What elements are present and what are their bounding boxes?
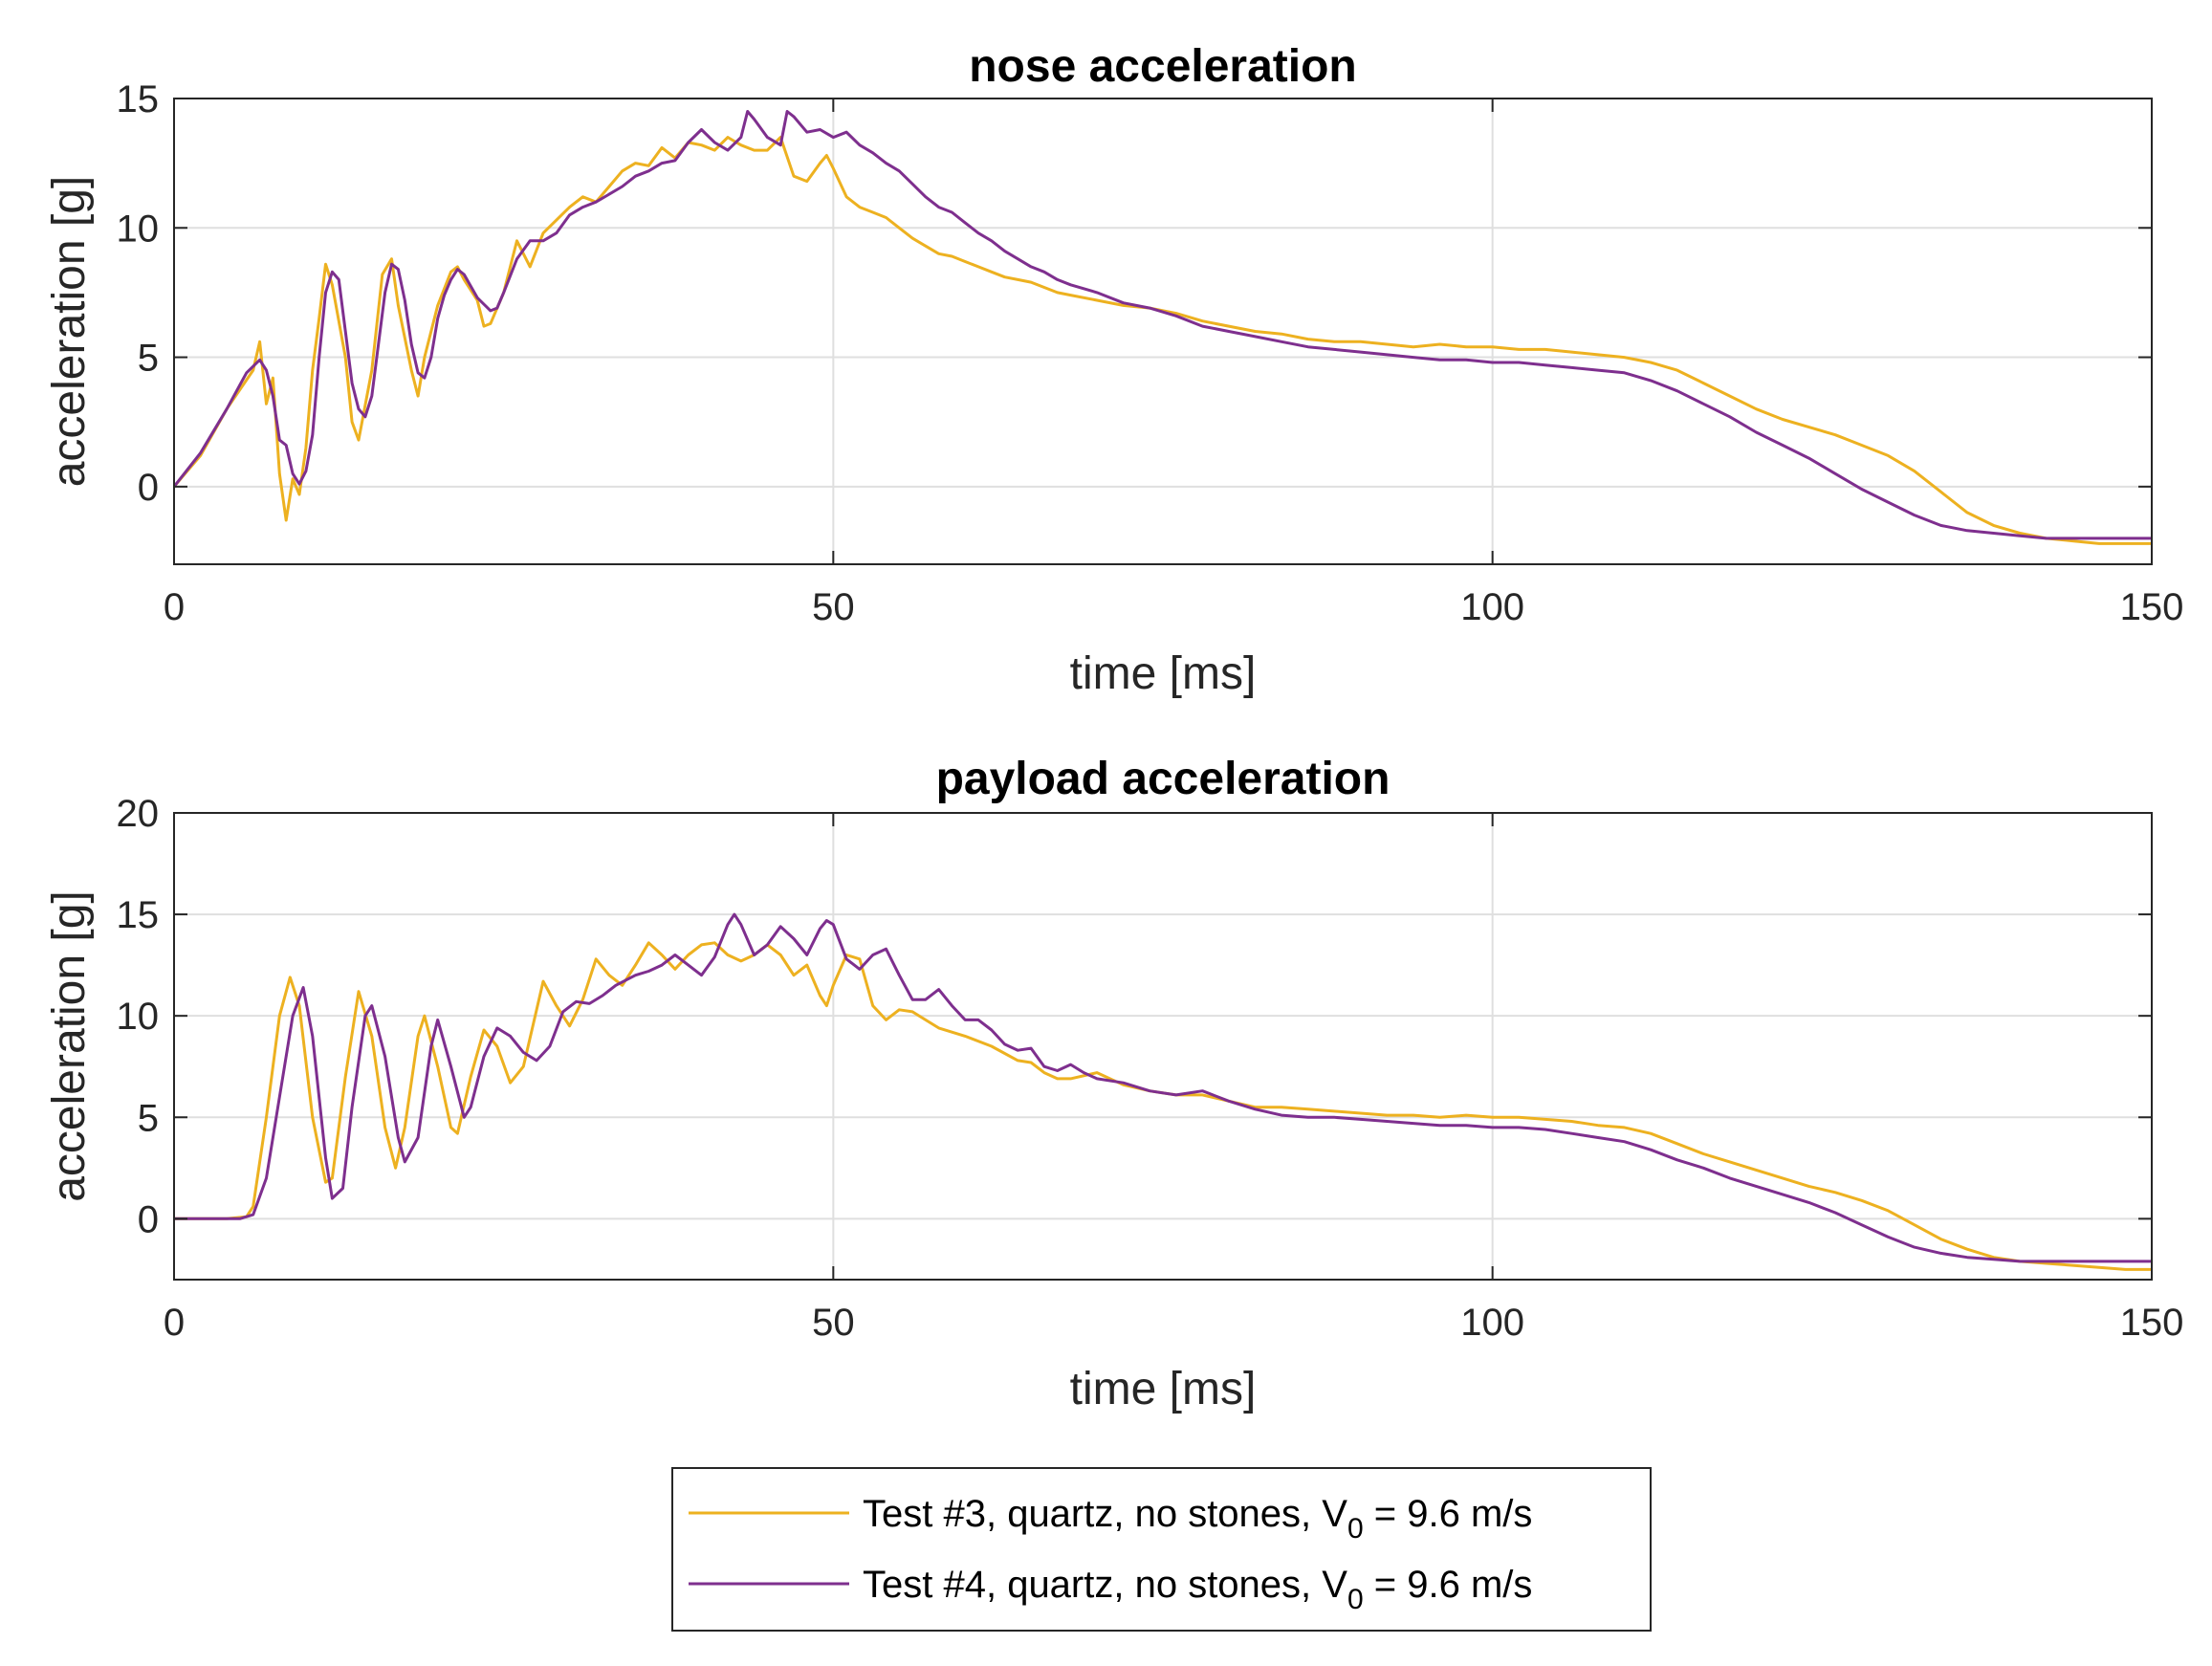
nose-acceleration-title: nose acceleration (969, 41, 1357, 92)
payload-acceleration-y-tick-label: 10 (117, 996, 160, 1038)
nose-acceleration-x-tick-label: 0 (164, 586, 185, 628)
legend-label-test-4-tail: = 9.6 m/s (1364, 1564, 1533, 1606)
legend-box (671, 1467, 1652, 1632)
nose-acceleration-x-tick-label: 50 (812, 586, 855, 628)
legend-label-test-4-subscript: 0 (1347, 1584, 1364, 1615)
nose-acceleration-x-tick-label: 150 (2120, 586, 2184, 628)
payload-acceleration-x-tick-label: 150 (2120, 1302, 2184, 1344)
payload-acceleration-y-tick-label: 15 (117, 894, 160, 936)
nose-acceleration-series-line-1 (172, 136, 2152, 545)
payload-acceleration-y-tick-label: 5 (138, 1097, 159, 1139)
payload-acceleration-y-tick-label: 0 (138, 1198, 159, 1240)
payload-acceleration-series-line-1 (174, 941, 2152, 1271)
nose-acceleration-panel: 0 50 100 150 0 5 10 15 time [ms] acceleration [g]… (44, 41, 2183, 699)
payload-acceleration-plot-area (174, 813, 2152, 1280)
payload-acceleration-panel: 0 50 100 150 0 5 10 15 20 time [ms] acceleration [… (44, 754, 2183, 1414)
nose-acceleration-y-axis-label: acceleration [g] (44, 176, 95, 488)
legend-label-test-3-subscript: 0 (1347, 1513, 1364, 1545)
nose-acceleration-y-tick-label: 5 (138, 338, 159, 380)
payload-acceleration-axes-box (173, 812, 2153, 1281)
nose-acceleration-axes-box (173, 98, 2153, 565)
payload-acceleration-x-tick-label: 50 (812, 1302, 855, 1344)
legend-label-test-3-tail: = 9.6 m/s (1364, 1493, 1533, 1535)
payload-acceleration-x-tick-label: 100 (1460, 1302, 1524, 1344)
nose-acceleration-series-line-2 (172, 110, 2152, 540)
nose-acceleration-plot-area (174, 99, 2152, 564)
payload-acceleration-x-tick-label: 0 (164, 1302, 185, 1344)
legend-label-test-4-main: Test #4, quartz, no stones, V (863, 1564, 1347, 1606)
payload-acceleration-y-tick-label: 20 (117, 793, 160, 835)
payload-acceleration-x-axis-label: time [ms] (1070, 1364, 1257, 1414)
nose-acceleration-y-tick-label: 0 (138, 467, 159, 509)
nose-acceleration-x-axis-label: time [ms] (1070, 648, 1257, 699)
payload-acceleration-title: payload acceleration (936, 754, 1391, 804)
payload-acceleration-y-axis-label: acceleration [g] (44, 890, 95, 1202)
nose-acceleration-y-tick-label: 15 (117, 78, 160, 121)
legend-label-test-3-main: Test #3, quartz, no stones, V (863, 1493, 1347, 1535)
nose-acceleration-y-tick-label: 10 (117, 208, 160, 250)
legend-label-test-3: Test #3, quartz, no stones, V0 = 9.6 m/s (863, 1493, 1532, 1545)
nose-acceleration-x-tick-label: 100 (1460, 586, 1524, 628)
legend-label-test-4: Test #4, quartz, no stones, V0 = 9.6 m/s (863, 1564, 1532, 1615)
legend: Test #3, quartz, no stones, V0 = 9.6 m/s… (671, 1467, 1652, 1632)
payload-acceleration-series-line-2 (174, 912, 2152, 1263)
